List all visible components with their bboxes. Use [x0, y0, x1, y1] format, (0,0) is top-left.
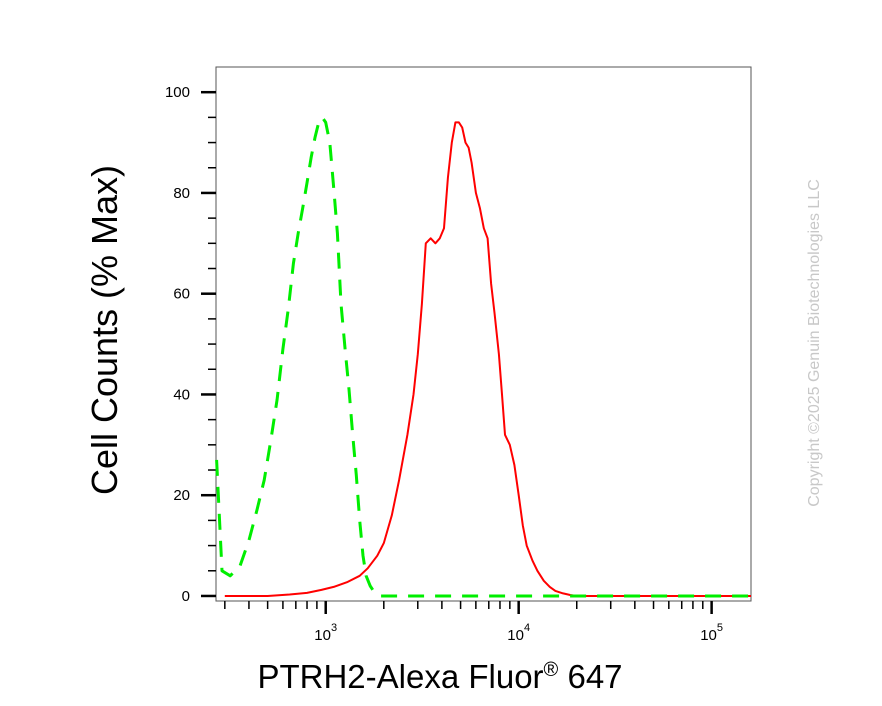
plot-frame: [215, 66, 752, 602]
x-axis-title-suffix: 647: [558, 658, 622, 695]
copyright-watermark: Copyright ©2025 Genuin Biotechnologies L…: [806, 179, 823, 507]
sample-histogram-line: [224, 121, 751, 597]
x-tick-label: 104: [507, 622, 530, 644]
x-axis-title: PTRH2-Alexa Fluor® 647: [257, 658, 622, 695]
y-tick-label: 20: [173, 487, 190, 504]
x-axis-title-main: PTRH2-Alexa Fluor: [257, 658, 543, 695]
y-tick-label: 100: [165, 84, 190, 101]
y-tick-label: 80: [173, 185, 190, 202]
y-tick-label: 60: [173, 286, 190, 303]
x-axis-title-registered: ®: [544, 659, 559, 681]
y-tick-label: 40: [173, 386, 190, 403]
y-tick-label: 0: [182, 588, 190, 605]
x-tick-label: 103: [314, 622, 337, 644]
control-histogram-line: [215, 115, 751, 598]
x-tick-label: 105: [700, 622, 723, 644]
y-axis-title: Cell Counts (% Max): [84, 165, 125, 495]
y-axis-ticks: 0 20 40 60 80 100: [165, 84, 216, 605]
series-layer: [215, 115, 751, 598]
x-axis-ticks: 103 104 105: [224, 601, 723, 644]
